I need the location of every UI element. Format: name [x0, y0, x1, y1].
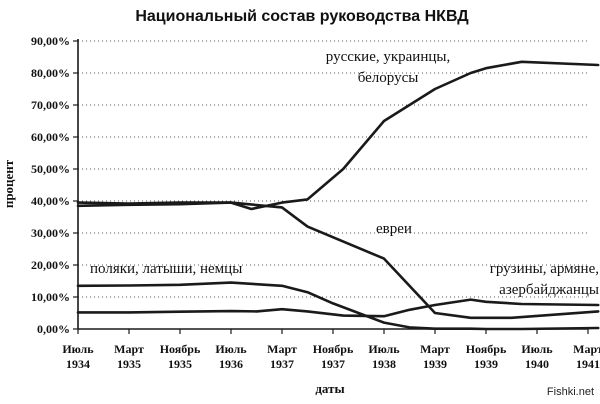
- x-tick-label: Март 1935: [114, 342, 144, 371]
- x-tick-label: Ноябрь 1939: [466, 342, 507, 371]
- series-line-russians: [76, 60, 600, 211]
- y-tick-label: 50,00%: [31, 162, 70, 176]
- x-tick-label: Июль 1934: [62, 342, 94, 371]
- y-tick-label: 70,00%: [31, 98, 70, 112]
- y-tick-label: 40,00%: [31, 194, 70, 208]
- y-tick-labels: 0,00% 10,00% 20,00% 30,00% 40,00% 50,00% 60,00…: [31, 34, 70, 336]
- watermark: Fishki.net: [547, 386, 594, 398]
- series-lines: [76, 60, 600, 331]
- x-tick-label: Март 1939: [420, 342, 450, 371]
- y-tick-label: 60,00%: [31, 130, 70, 144]
- y-tick-label: 30,00%: [31, 226, 70, 240]
- x-tick-label: Март 1937: [267, 342, 297, 371]
- y-axis-label: процент: [1, 159, 16, 208]
- y-tick-label: 90,00%: [31, 34, 70, 48]
- series-line-jews: [76, 201, 600, 320]
- x-tick-label: Июль 1938: [368, 342, 400, 371]
- series-line-poles: [76, 281, 600, 331]
- x-tick-label: Июль 1940: [521, 342, 553, 371]
- series-line-georgians: [76, 298, 600, 318]
- series-label-georgians: грузины, армяне, азербайджанцы: [490, 261, 599, 298]
- y-tick-label: 10,00%: [31, 290, 70, 304]
- x-tick-label: Июль 1936: [215, 342, 247, 371]
- x-tick-labels: Июль 1934 Март 1935 Ноябрь 1935 Июль 1936 Март 19…: [62, 342, 600, 371]
- x-tick-label: Ноябрь 1937: [313, 342, 354, 371]
- x-axis-label: даты: [315, 381, 344, 396]
- series-label-jews: евреи: [376, 221, 412, 237]
- series-label-russians: русские, украинцы, белорусы: [326, 49, 450, 86]
- x-tick-label: Ноябрь 1935: [160, 342, 201, 371]
- y-tick-label: 0,00%: [37, 322, 70, 336]
- series-label-poles: поляки, латыши, немцы: [90, 261, 242, 277]
- chart-title: Национальный состав руководства НКВД: [135, 8, 469, 25]
- series-labels: русские, украинцы, белорусы евреи поляки, л…: [90, 49, 599, 298]
- y-tick-label: 20,00%: [31, 258, 70, 272]
- x-tick-label: Март 1941: [573, 342, 600, 371]
- grid-lines: [78, 40, 588, 298]
- y-tick-label: 80,00%: [31, 66, 70, 80]
